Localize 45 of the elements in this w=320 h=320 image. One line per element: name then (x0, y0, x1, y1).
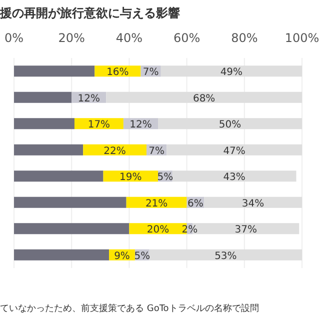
bar (14, 170, 104, 182)
bar (160, 66, 302, 77)
bar (172, 170, 296, 182)
data-label: 34% (242, 198, 264, 210)
data-label: 53% (214, 250, 237, 262)
data-label: 50% (218, 120, 242, 131)
data-label: 16% (106, 67, 129, 78)
x-tick-label: 100% (284, 31, 320, 45)
data-label: 49% (220, 67, 243, 78)
x-tick-label: 40% (116, 31, 143, 45)
bar (14, 66, 95, 77)
x-tick-label: 20% (58, 31, 85, 45)
data-label: 12% (130, 120, 152, 131)
data-label: 17% (88, 120, 110, 131)
data-label: 37% (234, 224, 257, 236)
bar (204, 196, 302, 208)
chart-title: 援の再開が旅行意欲に与える影響 (0, 6, 180, 20)
data-label: 68% (192, 93, 216, 104)
data-label: 12% (78, 93, 100, 104)
data-label: 5% (157, 172, 174, 184)
bar (14, 144, 84, 156)
x-tick-label: 80% (231, 31, 258, 45)
data-label: 22% (104, 146, 126, 157)
data-label: 6% (188, 198, 204, 210)
bar (14, 223, 130, 234)
data-label: 47% (223, 146, 246, 157)
data-label: 7% (148, 146, 164, 157)
data-label: 43% (223, 172, 246, 184)
data-label: 9% (114, 250, 130, 262)
bar (14, 196, 126, 208)
bar (106, 92, 302, 103)
x-tick-label: 60% (173, 31, 200, 45)
bar (166, 144, 302, 156)
bar (14, 92, 72, 103)
data-label: 20% (146, 224, 170, 236)
text: ていなかったため、前支援策である GoToトラベルの名称で設問 (0, 303, 259, 314)
data-label: 21% (145, 198, 168, 210)
bar (149, 249, 302, 260)
bar (158, 118, 302, 130)
bar (14, 249, 110, 260)
bar (14, 118, 74, 130)
x-tick-label: 0% (4, 31, 24, 45)
data-label: 19% (120, 172, 142, 184)
data-label: 5% (134, 250, 150, 262)
data-label: 7% (142, 67, 159, 78)
